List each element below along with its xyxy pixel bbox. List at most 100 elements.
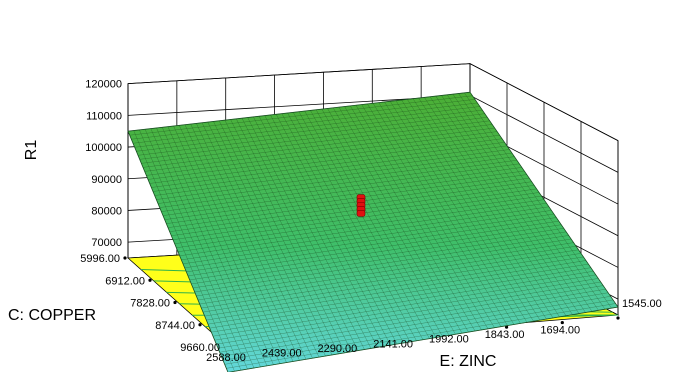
surface-mesh-line xyxy=(161,163,520,212)
surface-mesh-line xyxy=(144,127,495,172)
y-tick-mark xyxy=(123,256,127,260)
surface-mesh-line xyxy=(315,109,443,337)
surface-mesh-line xyxy=(209,267,591,329)
surface-mesh-line xyxy=(196,123,307,360)
surface-mesh-line xyxy=(139,129,242,371)
surface-mesh-line xyxy=(344,106,476,332)
surface-mesh-line xyxy=(253,116,372,349)
surface-mesh-line xyxy=(435,95,580,314)
surface-mesh-line xyxy=(378,102,515,325)
surface-mesh-line xyxy=(174,192,540,244)
surface-mesh-line xyxy=(134,106,480,148)
surface-mesh-line xyxy=(201,249,579,309)
surface-mesh-line xyxy=(241,118,359,351)
surface-mesh-line xyxy=(176,195,542,249)
surface-mesh-line xyxy=(222,296,611,361)
surface-mesh-line xyxy=(179,202,547,257)
x-tick-label: 2439.00 xyxy=(262,347,302,359)
design-points xyxy=(356,194,366,217)
surface-mesh-line xyxy=(224,299,614,365)
surface-mesh-line xyxy=(275,114,398,345)
surface-mesh-line xyxy=(139,117,488,160)
y-tick-label: 5996.00 xyxy=(80,253,120,265)
surface-mesh-line xyxy=(177,199,545,253)
surface-mesh-line xyxy=(136,109,483,152)
x-tick-label: 1992.00 xyxy=(429,334,469,346)
surface-mesh-line xyxy=(187,220,559,277)
surface-mesh-line xyxy=(216,281,601,345)
surface-mesh-line xyxy=(164,170,525,220)
surface-mesh-line xyxy=(372,103,508,326)
surface-mesh-line xyxy=(137,113,485,156)
z-tick-label: 80000 xyxy=(91,205,122,217)
surface-mesh-line xyxy=(131,99,475,140)
surface-mesh-line xyxy=(446,94,593,312)
surface-mesh-line xyxy=(182,210,552,265)
surface-mesh-line xyxy=(281,113,404,344)
surface-mesh-line xyxy=(327,108,456,335)
surface-mesh-line xyxy=(214,278,599,341)
surface-mesh-line xyxy=(418,97,560,318)
y-axis-title: C: COPPER xyxy=(8,307,96,324)
surface-mesh-line xyxy=(350,105,482,331)
z-axis-title: R1 xyxy=(23,140,40,161)
surface-mesh-line xyxy=(161,127,268,366)
surface-mesh-line xyxy=(217,285,604,349)
surface-mesh-line xyxy=(141,120,490,164)
surface-mesh-line xyxy=(264,115,385,347)
x-tick-label: 1843.00 xyxy=(485,329,525,341)
surface-mesh-line xyxy=(412,98,554,319)
surface-mesh-line xyxy=(441,95,586,313)
response-surface xyxy=(127,91,619,372)
x-tick-label: 1545.00 xyxy=(622,298,662,310)
surface-mesh-line xyxy=(133,130,235,372)
surface-mesh-line xyxy=(167,177,530,228)
surface-mesh-line xyxy=(172,188,537,240)
surface-mesh-line xyxy=(287,112,411,343)
surface-mesh-line xyxy=(149,138,503,184)
surface-mesh-line xyxy=(194,235,569,293)
surface-mesh-line xyxy=(192,231,567,289)
surface-mesh-line xyxy=(171,185,535,236)
x-tick-mark xyxy=(616,316,620,320)
surface-mesh-line xyxy=(204,256,584,317)
surface-mesh-line xyxy=(127,131,229,372)
surface-mesh-line xyxy=(202,253,582,313)
surface-mesh-line xyxy=(150,128,255,369)
surface-mesh-line xyxy=(469,92,619,308)
surface-mesh-line xyxy=(159,159,517,208)
surface-mesh-line xyxy=(181,206,549,261)
surface-mesh-line xyxy=(157,156,515,204)
surface-mesh-line xyxy=(156,127,261,368)
x-tick-mark xyxy=(560,320,564,325)
surface-mesh-line xyxy=(228,306,619,372)
surface-mesh-line xyxy=(224,120,339,354)
surface-mesh-line xyxy=(173,125,281,364)
surface-mesh-line xyxy=(389,101,528,323)
x-tick-label: 2141.00 xyxy=(373,338,413,350)
surface-mesh-line xyxy=(212,274,596,337)
surface-mesh-line xyxy=(166,174,527,224)
surface-mesh-line xyxy=(304,110,430,339)
surface-mesh-line xyxy=(298,111,424,340)
y-tick-label: 8744.00 xyxy=(155,320,195,332)
surface-mesh-line xyxy=(142,124,493,168)
surface-mesh-line xyxy=(186,217,557,273)
surface-mesh-line xyxy=(424,97,567,316)
z-tick-label: 110000 xyxy=(86,110,122,122)
surface-mesh-line xyxy=(162,167,522,216)
surface-mesh-line xyxy=(152,145,508,192)
surface-mesh-line xyxy=(179,125,287,363)
surface-mesh-line xyxy=(184,213,554,269)
surface-mesh-line xyxy=(230,119,346,353)
surface-mesh-line xyxy=(151,142,505,188)
surface-mesh-line xyxy=(146,131,498,176)
surface-mesh-line xyxy=(355,105,489,329)
surface-mesh-line xyxy=(270,114,391,346)
surface-mesh-line xyxy=(361,104,495,328)
surface-mesh-line xyxy=(219,288,606,353)
y-tick-label: 7828.00 xyxy=(130,298,170,310)
surface-mesh-line xyxy=(395,100,534,322)
surface-mesh-line xyxy=(458,93,606,310)
surface-mesh-line xyxy=(321,108,450,336)
